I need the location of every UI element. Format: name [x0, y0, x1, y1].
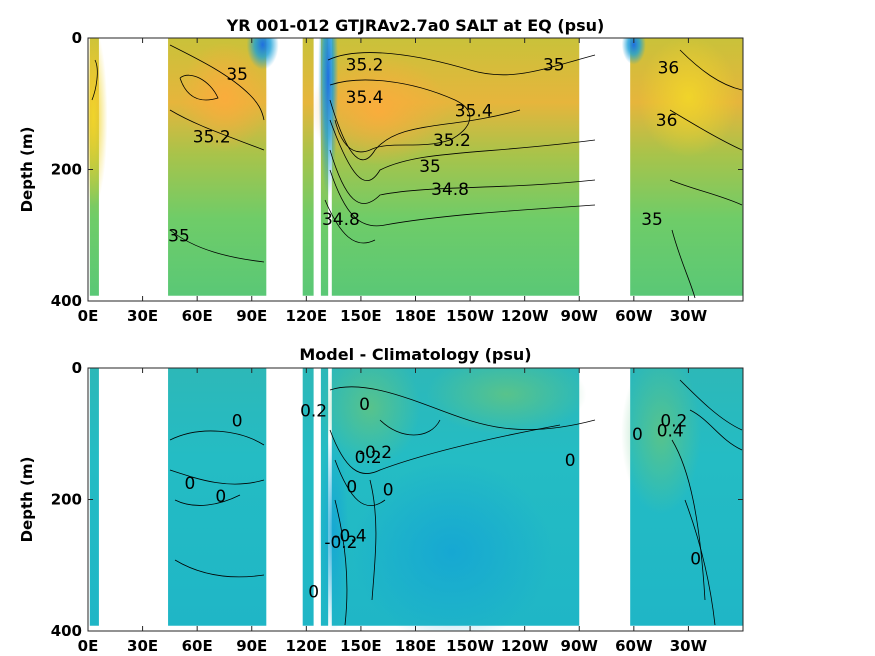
- x-tick-label: 120E: [286, 637, 328, 655]
- y-tick-label: 400: [51, 622, 82, 640]
- anomaly-axis-ticks: 0E 30E 60E 90E 120E 150E 180E 150W 120W 90W 60W 30W…: [51, 359, 743, 655]
- contour-label: 0.4: [657, 421, 684, 441]
- contour-label: 0.2: [660, 412, 687, 432]
- contour-label: 0: [565, 451, 576, 471]
- y-tick-label: 200: [51, 491, 82, 509]
- fresh-surface-pool: [246, 38, 279, 70]
- contour-label: 35.2: [346, 55, 384, 75]
- fresh-surface-pool: [318, 38, 339, 198]
- contour-label: 35: [419, 157, 441, 177]
- x-tick-label: 180E: [395, 307, 437, 325]
- contour-label: 0: [383, 481, 394, 501]
- salinity-max-core: [309, 55, 450, 166]
- anomaly-positive-region: [426, 368, 587, 435]
- contour-label: 0: [232, 412, 243, 432]
- x-tick-label: 30W: [670, 637, 708, 655]
- salinity-max-core: [638, 38, 739, 158]
- salinity-y-axis-label: Depth (m): [18, 127, 36, 213]
- salinity-panel: 35 35.2 35 35.2 35.4 35.4 35.2 35 34.8 34.8 35 36 36…: [18, 16, 744, 325]
- x-tick-label: 60W: [615, 307, 653, 325]
- x-tick-label: 90E: [236, 637, 267, 655]
- x-tick-label: 120W: [501, 307, 549, 325]
- salinity-contours: [91, 44, 743, 299]
- y-tick-label: 0: [72, 29, 82, 47]
- contour-label: 36: [656, 111, 678, 131]
- contour-label: -0.2: [359, 443, 392, 463]
- anomaly-field: [89, 368, 743, 631]
- fresh-surface-pool: [621, 38, 646, 65]
- contour-label: 35.4: [346, 88, 384, 108]
- contour-label: 35.2: [433, 131, 471, 151]
- x-tick-label: 30E: [127, 637, 158, 655]
- contour-label: 35.2: [193, 128, 231, 148]
- contour-label: 34.8: [322, 210, 360, 230]
- x-tick-label: 60W: [615, 637, 653, 655]
- anomaly-contours: [169, 379, 743, 626]
- contour-label: -0.4: [333, 527, 366, 547]
- contour-label: 35.4: [455, 101, 493, 121]
- contour-label: 0.2: [355, 448, 382, 468]
- salinity-max-core: [179, 42, 270, 153]
- x-tick-label: 150W: [446, 307, 494, 325]
- x-tick-label: 0E: [78, 637, 99, 655]
- contour-label: 34.8: [431, 180, 469, 200]
- contour-label: 36: [658, 59, 680, 79]
- x-tick-label: 0E: [78, 307, 99, 325]
- contour-label: 35: [641, 210, 663, 230]
- anomaly-positive-region: [621, 368, 702, 514]
- x-tick-label: 120E: [286, 307, 328, 325]
- salinity-max-core: [88, 38, 108, 207]
- x-tick-label: 90W: [561, 307, 599, 325]
- x-tick-label: 90W: [561, 637, 599, 655]
- x-tick-label: 30W: [670, 307, 708, 325]
- x-tick-label: 90E: [236, 307, 267, 325]
- salinity-contour-labels: 35 35.2 35 35.2 35.4 35.4 35.2 35 34.8 34.8 35 36 36…: [168, 55, 679, 246]
- contour-label: -0.2: [324, 533, 357, 553]
- ocean-band: [302, 38, 314, 296]
- x-tick-label: 150E: [340, 307, 382, 325]
- contour-label: 35: [168, 226, 190, 246]
- contour-label: 0: [215, 487, 226, 507]
- x-tick-label: 60E: [182, 307, 213, 325]
- anomaly-y-axis-label: Depth (m): [18, 457, 36, 543]
- y-tick-label: 400: [51, 292, 82, 310]
- anomaly-negative-region: [318, 432, 349, 631]
- contour-label: 0: [184, 474, 195, 494]
- x-tick-label: 150E: [340, 637, 382, 655]
- x-tick-label: 30E: [127, 307, 158, 325]
- x-tick-label: 150W: [446, 637, 494, 655]
- salinity-field: [88, 38, 743, 296]
- x-tick-label: 60E: [182, 637, 213, 655]
- ocean-band: [168, 368, 267, 626]
- contour-label: 0: [632, 425, 643, 445]
- contour-label: 0: [359, 395, 370, 415]
- contour-label: 35: [543, 55, 565, 75]
- contour-label: 0.2: [300, 402, 327, 422]
- x-tick-label: 180E: [395, 637, 437, 655]
- anomaly-positive-region: [320, 368, 420, 468]
- contour-label: 0: [690, 550, 701, 570]
- ocean-band: [302, 368, 314, 626]
- salinity-axis-ticks: 0E 30E 60E 90E 120E 150E 180E 150W 120W 90W 60W 30W…: [51, 29, 743, 325]
- y-tick-label: 200: [51, 161, 82, 179]
- ocean-band: [89, 368, 99, 626]
- x-tick-label: 120W: [501, 637, 549, 655]
- anomaly-negative-region: [351, 462, 552, 631]
- contour-label: 0: [346, 477, 357, 497]
- anomaly-panel-title: Model - Climatology (psu): [299, 345, 531, 364]
- y-tick-label: 0: [72, 359, 82, 377]
- contour-label: 0: [308, 583, 319, 603]
- salinity-panel-title: YR 001-012 GTJRAv2.7a0 SALT at EQ (psu): [226, 16, 605, 35]
- contour-label: 35: [226, 65, 248, 85]
